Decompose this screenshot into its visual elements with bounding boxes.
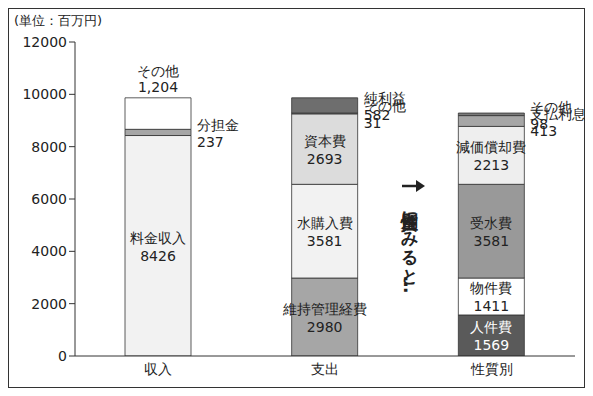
svg-text:減価償却費: 減価償却費: [456, 139, 526, 155]
html-text:(単位：百万円): (単位：百万円): [14, 13, 103, 28]
svg-text:237: 237: [197, 134, 224, 150]
svg-text:水購入費: 水購入費: [297, 215, 353, 231]
svg-text:物件費: 物件費: [470, 280, 512, 296]
svg-text:支出: 支出: [311, 361, 339, 377]
svg-text:31: 31: [363, 115, 382, 132]
svg-text:2980: 2980: [307, 319, 343, 335]
svg-text:4000: 4000: [31, 243, 67, 259]
svg-text:0: 0: [58, 348, 67, 364]
svg-text:1569: 1569: [474, 337, 510, 353]
svg-text:3581: 3581: [474, 233, 510, 249]
svg-text:2000: 2000: [31, 296, 67, 312]
svg-text:1,204: 1,204: [138, 79, 178, 95]
svg-text:人件費: 人件費: [470, 319, 512, 335]
svg-text:1411: 1411: [474, 298, 510, 314]
svg-text:2693: 2693: [307, 151, 343, 167]
svg-text:純利益: 純利益: [364, 90, 406, 106]
svg-text:12000: 12000: [22, 34, 67, 50]
svg-text:その他: その他: [530, 99, 572, 115]
svg-text:資本費: 資本費: [304, 133, 346, 149]
svg-text:10000: 10000: [22, 86, 67, 102]
svg-text:維持管理経費: 維持管理経費: [282, 301, 367, 317]
svg-text:その他: その他: [137, 63, 179, 79]
svg-text:582: 582: [364, 107, 391, 123]
svg-text:料金収入: 料金収入: [130, 230, 186, 246]
svg-text:8426: 8426: [140, 248, 176, 264]
svg-text:3581: 3581: [307, 233, 343, 249]
svg-text:2213: 2213: [474, 157, 510, 173]
html-text:性質別にみると…: 性質別にみると…: [400, 200, 420, 293]
svg-text:性質別: 性質別: [470, 361, 513, 377]
svg-text:6000: 6000: [31, 191, 67, 207]
svg-text:分担金: 分担金: [197, 117, 239, 133]
svg-text:8000: 8000: [31, 139, 67, 155]
svg-text:受水費: 受水費: [470, 215, 512, 231]
svg-text:収入: 収入: [144, 361, 172, 377]
svg-text:98: 98: [530, 116, 548, 132]
